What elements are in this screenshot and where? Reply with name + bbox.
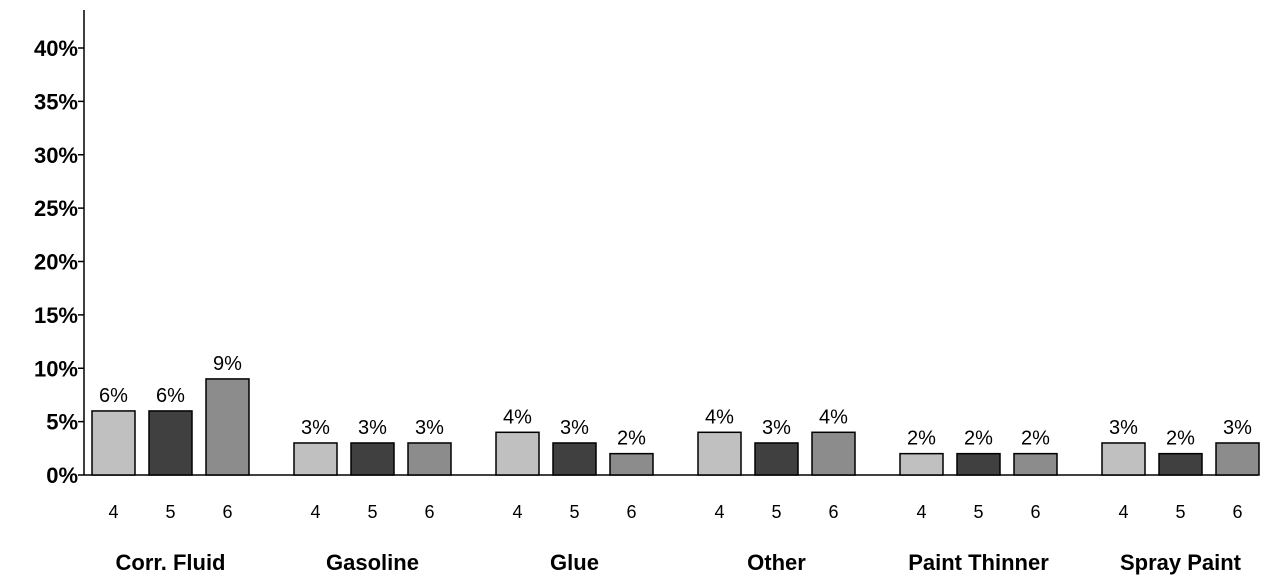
subcategory-label: 5 [771,502,781,522]
data-label: 3% [560,417,589,439]
subcategory-label: 4 [1118,502,1128,522]
bar [1013,452,1058,476]
bar [811,431,856,476]
bar [1158,452,1203,476]
bar [495,431,540,476]
data-label: 2% [1021,428,1050,450]
bar [407,442,452,476]
y-tick-label: 5% [46,410,78,435]
bar [754,442,799,476]
subcategory-label: 6 [828,502,838,522]
subcategory-label: 6 [1030,502,1040,522]
bar [697,431,742,476]
subcategory-label: 6 [424,502,434,522]
bar [956,452,1001,476]
bar [899,452,944,476]
y-tick-label: 20% [34,250,78,275]
data-label: 9% [213,353,242,375]
subcategory-label: 6 [1232,502,1242,522]
subcategory-label: 5 [367,502,377,522]
subcategory-label: 6 [222,502,232,522]
subcategory-label: 4 [512,502,522,522]
data-label: 3% [762,417,791,439]
subcategory-label: 6 [626,502,636,522]
y-tick-label: 40% [34,36,78,61]
bar [148,410,193,476]
data-label: 4% [705,406,734,428]
data-label: 2% [617,428,646,450]
chart-labels: 6% 4 6% 5 9% 6 Corr. Fluid 3% 4 3% 5 3% 6 Gasoline 4% 4… [99,353,1252,575]
data-label: 3% [358,417,387,439]
data-label: 2% [1166,428,1195,450]
category-label: Paint Thinner [908,550,1049,575]
data-label: 3% [1109,417,1138,439]
chart-axes: 0% 5% 10% 15% 20% 25% 30% 35% 40% [34,10,1258,488]
bar [609,452,654,476]
subcategory-label: 4 [916,502,926,522]
y-tick-label: 0% [46,463,78,488]
data-label: 4% [819,406,848,428]
subcategory-label: 5 [569,502,579,522]
bar [350,442,395,476]
bar [205,378,250,476]
bar [552,442,597,476]
bar [91,410,136,476]
y-tick-label: 25% [34,196,78,221]
category-label: Corr. Fluid [116,550,226,575]
subcategory-label: 5 [1175,502,1185,522]
data-label: 4% [503,406,532,428]
bar [1101,442,1146,476]
category-label: Gasoline [326,550,419,575]
data-label: 2% [964,428,993,450]
data-label: 3% [415,417,444,439]
y-tick-label: 30% [34,143,78,168]
category-label: Glue [550,550,599,575]
y-tick-label: 15% [34,303,78,328]
chart-bars [91,378,1260,476]
y-tick-label: 10% [34,356,78,381]
category-label: Spray Paint [1120,550,1242,575]
bar [1215,442,1260,476]
data-label: 6% [156,385,185,407]
subcategory-label: 4 [714,502,724,522]
category-label: Other [747,550,806,575]
y-tick-label: 35% [34,89,78,114]
subcategory-label: 5 [165,502,175,522]
subcategory-label: 5 [973,502,983,522]
bar [293,442,338,476]
subcategory-label: 4 [310,502,320,522]
data-label: 2% [907,428,936,450]
subcategory-label: 4 [108,502,118,522]
data-label: 3% [1223,417,1252,439]
data-label: 3% [301,417,330,439]
data-label: 6% [99,385,128,407]
